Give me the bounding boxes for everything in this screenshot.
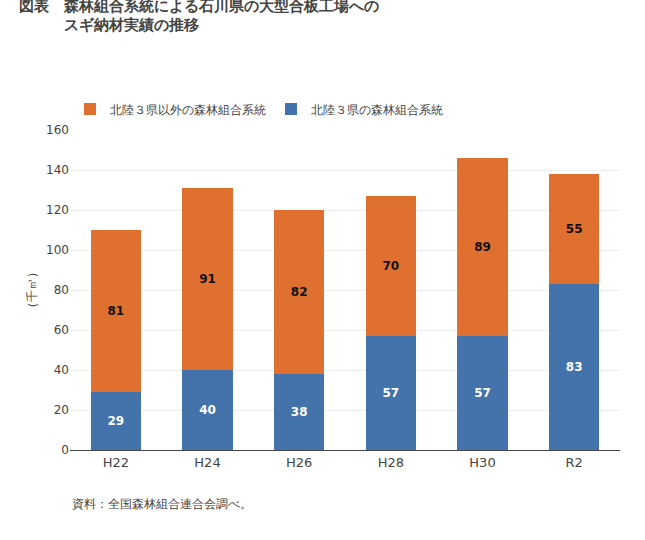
svg-text:H22: H22 xyxy=(103,455,129,470)
svg-text:100: 100 xyxy=(46,243,69,257)
svg-text:H24: H24 xyxy=(194,455,220,470)
svg-text:20: 20 xyxy=(54,403,69,417)
svg-text:40: 40 xyxy=(199,403,216,417)
svg-text:北陸３県の森林組合系統: 北陸３県の森林組合系統 xyxy=(311,103,443,117)
svg-text:160: 160 xyxy=(46,123,69,137)
svg-text:55: 55 xyxy=(566,222,583,236)
svg-text:38: 38 xyxy=(291,405,308,419)
svg-text:89: 89 xyxy=(474,240,491,254)
svg-text:70: 70 xyxy=(382,259,399,273)
svg-text:H30: H30 xyxy=(469,455,495,470)
svg-text:82: 82 xyxy=(291,285,308,299)
svg-text:29: 29 xyxy=(107,414,124,428)
svg-text:60: 60 xyxy=(54,323,69,337)
svg-text:資料：全国森林組合連合会調べ。: 資料：全国森林組合連合会調べ。 xyxy=(72,497,252,511)
svg-text:0: 0 xyxy=(61,443,69,457)
svg-text:81: 81 xyxy=(107,304,124,318)
svg-text:120: 120 xyxy=(46,203,69,217)
svg-text:83: 83 xyxy=(566,360,583,374)
svg-text:57: 57 xyxy=(382,386,399,400)
svg-text:57: 57 xyxy=(474,386,491,400)
svg-text:91: 91 xyxy=(199,272,216,286)
svg-text:R2: R2 xyxy=(566,455,583,470)
svg-text:（千㎥）: （千㎥） xyxy=(25,266,39,314)
svg-text:図表 森林組合系統による石川県の大型合板工場への スギ納: 図表 森林組合系統による石川県の大型合板工場への スギ納材実績の推移 xyxy=(19,0,379,34)
svg-text:北陸３県以外の森林組合系統: 北陸３県以外の森林組合系統 xyxy=(110,103,266,117)
svg-text:80: 80 xyxy=(54,283,69,297)
svg-text:140: 140 xyxy=(46,163,69,177)
svg-text:40: 40 xyxy=(54,363,69,377)
svg-text:H26: H26 xyxy=(286,455,312,470)
svg-text:H28: H28 xyxy=(378,455,404,470)
